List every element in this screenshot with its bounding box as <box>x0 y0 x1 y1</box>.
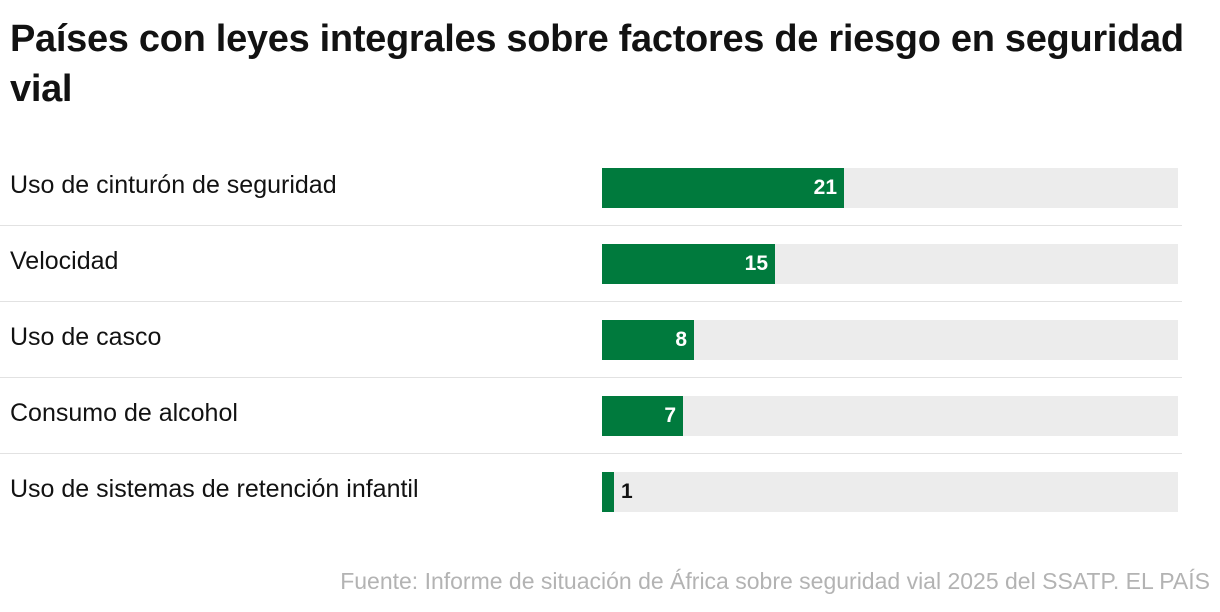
bar-track: 1 <box>602 472 1178 512</box>
chart-title: Países con leyes integrales sobre factor… <box>10 18 1184 110</box>
category-label: Uso de sistemas de retención infantil <box>10 475 419 503</box>
bar <box>602 244 775 284</box>
bar-value-label: 7 <box>664 404 676 427</box>
bar-track: 7 <box>602 396 1178 436</box>
bar <box>602 320 694 360</box>
bar-value-label: 1 <box>621 480 633 503</box>
bar-value-label: 8 <box>675 328 687 351</box>
category-label: Velocidad <box>10 247 119 275</box>
row-divider <box>0 377 1182 378</box>
category-label: Consumo de alcohol <box>10 399 238 427</box>
source-note: Fuente: Informe de situación de África s… <box>340 568 1210 594</box>
bar <box>602 168 844 208</box>
category-label: Uso de casco <box>10 323 162 351</box>
bar-chart: Uso de cinturón de seguridad 21 Velocidad 1… <box>0 150 1220 530</box>
category-label: Uso de cinturón de seguridad <box>10 171 337 199</box>
chart-row: Consumo de alcohol 7 <box>0 378 1182 454</box>
bar-value-label: 15 <box>744 252 768 275</box>
row-divider <box>0 225 1182 226</box>
chart-row: Velocidad 15 <box>0 226 1182 302</box>
row-divider <box>0 301 1182 302</box>
bar-track: 15 <box>602 244 1178 284</box>
bar-track: 21 <box>602 168 1178 208</box>
chart-row: Uso de casco 8 <box>0 302 1182 378</box>
bar-value-label: 21 <box>813 176 837 199</box>
chart-row: Uso de sistemas de retención infantil 1 <box>0 454 1182 530</box>
row-divider <box>0 453 1182 454</box>
chart-row: Uso de cinturón de seguridad 21 <box>0 150 1182 226</box>
bar <box>602 396 683 436</box>
bar <box>602 472 614 512</box>
bar-track: 8 <box>602 320 1178 360</box>
